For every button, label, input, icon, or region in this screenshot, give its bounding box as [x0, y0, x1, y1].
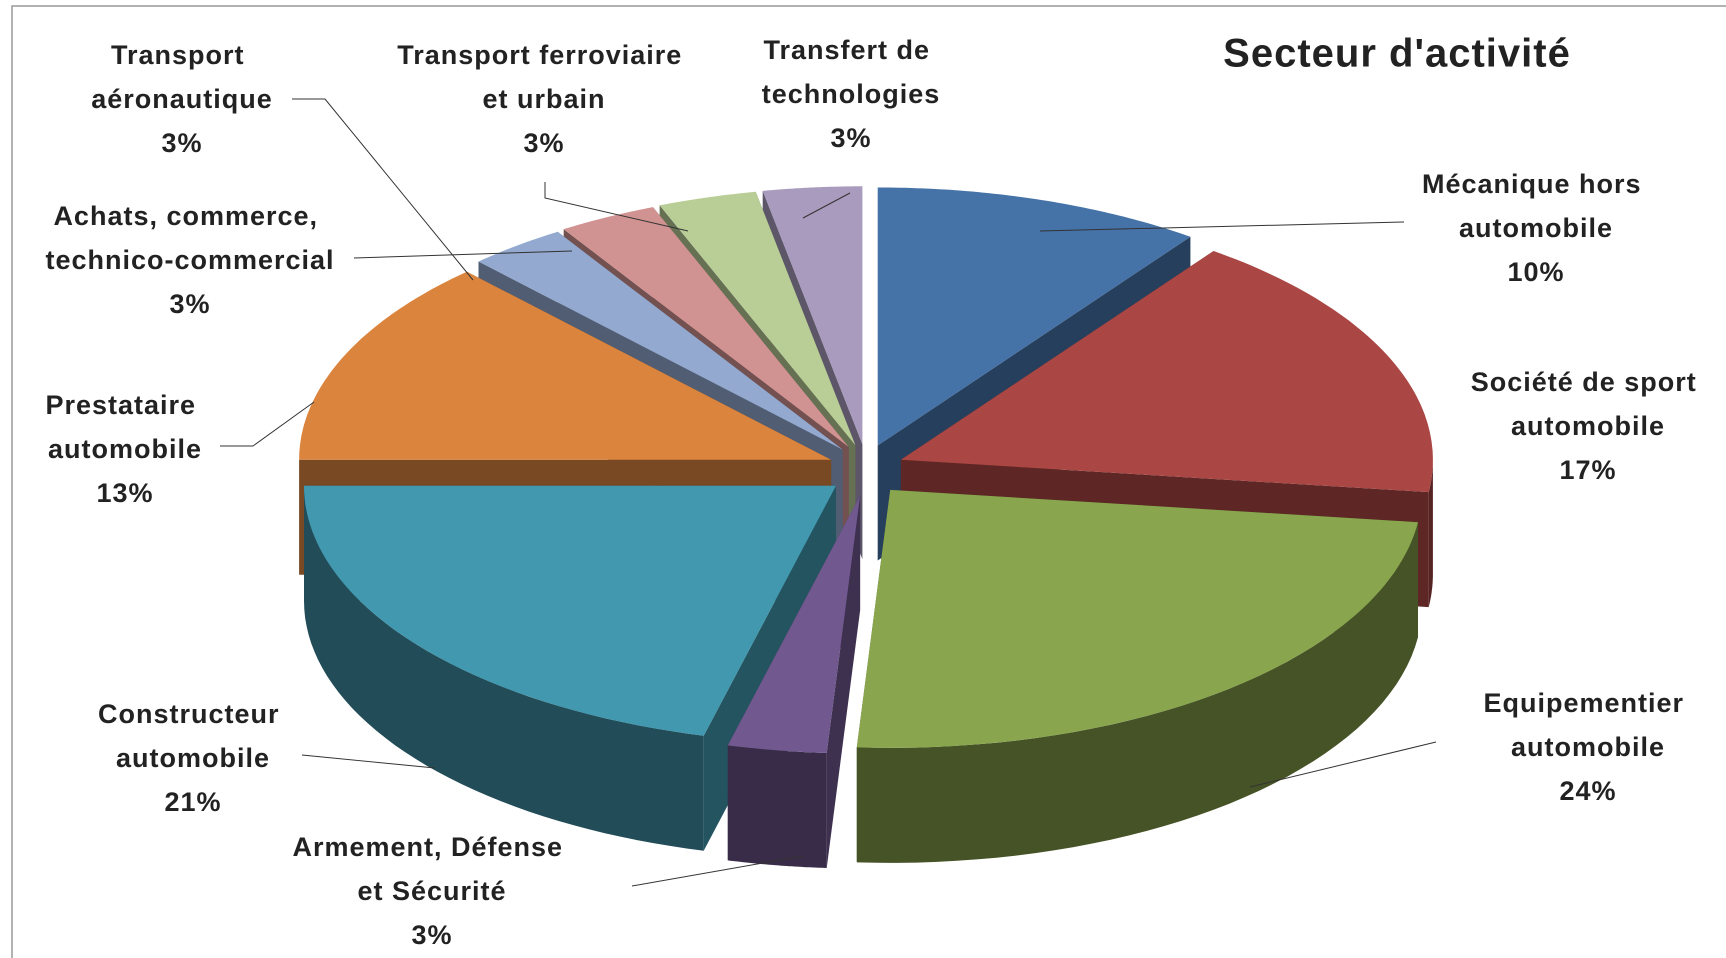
leader-line — [353, 250, 573, 259]
data-label-name: Armement, Défense et Sécurité — [292, 832, 571, 906]
leader-line — [292, 98, 474, 281]
data-label-value: 3% — [830, 123, 871, 153]
slice-top — [762, 186, 863, 445]
data-label-name: Equipementier automobile — [1483, 688, 1692, 762]
data-label-name: Achats, commerce, technico-commercial — [45, 201, 334, 275]
labels: Mécanique hors automobile 10% Société de s… — [45, 35, 1706, 950]
slice-top — [727, 495, 861, 753]
leader-line — [220, 401, 315, 447]
data-label-value: 24% — [1559, 776, 1616, 806]
leader-line — [1039, 221, 1405, 232]
data-label-value: 3% — [523, 128, 564, 158]
slice-top — [659, 191, 856, 446]
slice-top — [856, 489, 1418, 748]
frame — [11, 5, 1726, 958]
slice — [856, 489, 1418, 863]
data-label-name: Transfert de technologies — [762, 35, 941, 109]
slice-top — [299, 271, 832, 460]
leader-line — [1249, 741, 1437, 788]
data-label-value: 3% — [169, 289, 210, 319]
data-label-name: Transport ferroviaire et urbain — [397, 40, 691, 114]
data-label-value: 3% — [411, 920, 452, 950]
slice-wall — [1428, 459, 1433, 608]
data-label-name: Prestataire automobile — [45, 390, 204, 464]
slice-wall — [727, 745, 827, 868]
data-label-value: 21% — [164, 787, 221, 817]
chart-title: Secteur d'activité — [1223, 32, 1571, 76]
slice-top — [900, 251, 1433, 493]
data-label-value: 10% — [1507, 257, 1564, 287]
slice-wall — [304, 485, 704, 851]
leader-line — [802, 192, 851, 219]
slice — [727, 495, 861, 868]
data-label-value: 17% — [1559, 455, 1616, 485]
slice-top — [563, 207, 849, 447]
slice-top — [478, 231, 843, 450]
leader-line — [544, 182, 689, 232]
leader-line — [631, 855, 804, 887]
leader-line — [301, 754, 436, 769]
data-label-name: Société de sport automobile — [1471, 367, 1706, 441]
slice-wall — [856, 522, 1418, 863]
data-label-value: 13% — [96, 478, 153, 508]
data-label-name: Mécanique hors automobile — [1422, 169, 1650, 243]
data-label-name: Transport aéronautique — [91, 40, 273, 114]
slice-top — [877, 187, 1191, 446]
slice-top — [304, 485, 836, 736]
data-label-value: 3% — [161, 128, 202, 158]
pie — [299, 186, 1433, 868]
data-label-name: Constructeur automobile — [98, 699, 288, 773]
